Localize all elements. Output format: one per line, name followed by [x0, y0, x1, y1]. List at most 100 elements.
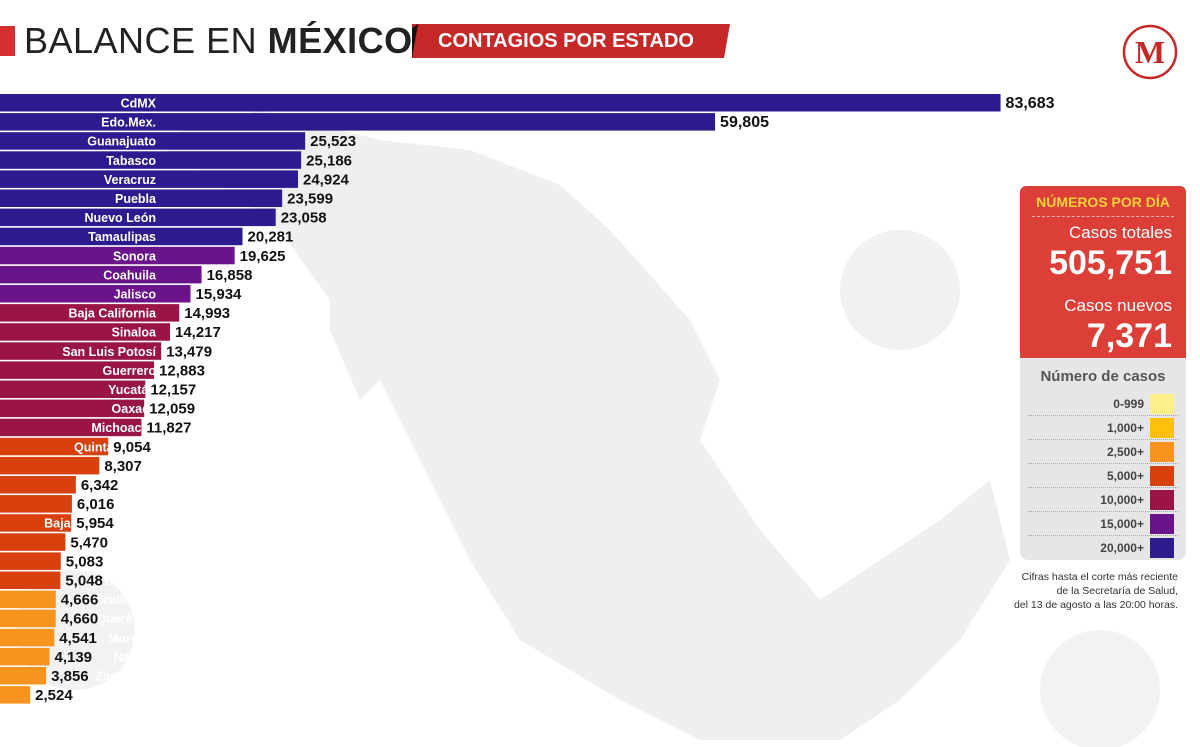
category-label: Guanajuato	[87, 135, 156, 149]
bar-2	[0, 132, 306, 150]
legend-swatch	[1150, 514, 1174, 534]
milenio-logo-icon: M	[1122, 24, 1178, 80]
legend-swatch	[1150, 466, 1174, 486]
bar-12	[0, 323, 170, 341]
bar-8	[0, 246, 235, 265]
subtitle-banner: CONTAGIOS POR ESTADO	[412, 24, 730, 58]
value-label: 59,805	[720, 114, 769, 131]
legend-label: 2,500+	[1106, 445, 1144, 459]
bar-3	[0, 151, 302, 169]
bar-26	[0, 590, 56, 609]
subtitle-banner-shape	[412, 24, 730, 58]
bar-5	[0, 189, 283, 207]
category-label: Tamaulipas	[88, 230, 156, 244]
legend-separator	[1028, 463, 1178, 464]
legend-swatch	[1150, 538, 1174, 558]
category-label: Zacatecas	[96, 670, 157, 684]
bar-1	[0, 113, 716, 131]
value-label: 12,157	[150, 382, 196, 399]
legend-swatch	[1150, 394, 1174, 414]
category-label: Puebla	[115, 192, 157, 206]
title-bold: MÉXICO	[267, 20, 413, 61]
category-label: Veracruz	[104, 173, 156, 187]
legend-item: 0-999	[1113, 394, 1174, 414]
legend-item: 5,000+	[1107, 466, 1174, 486]
bar-15	[0, 380, 146, 398]
category-label: Sonora	[113, 249, 157, 263]
value-label: 12,883	[159, 362, 205, 379]
bar-19	[0, 456, 100, 475]
bar-9	[0, 265, 202, 284]
legend-label: 5,000+	[1106, 469, 1144, 483]
header-accent-bar	[0, 26, 15, 56]
bar-11	[0, 304, 180, 322]
category-label: San Luis Potosí	[62, 345, 156, 359]
daily-numbers-panel: NÚMEROS POR DÍA Casos totales 505,751 Ca…	[1020, 186, 1186, 560]
bar-7	[0, 227, 243, 246]
category-label: Coahuila	[103, 268, 157, 282]
value-label: 9,054	[113, 439, 151, 456]
value-label: 8,307	[104, 458, 142, 475]
value-label: 2,524	[35, 687, 73, 704]
value-label: 15,934	[196, 286, 243, 303]
total-cases-value: 505,751	[1049, 244, 1172, 282]
legend-item: 20,000+	[1100, 538, 1174, 558]
value-label: 20,281	[247, 229, 293, 246]
footnote-line-2: de la Secretaría de Salud,	[1056, 585, 1178, 597]
value-label: 14,217	[175, 324, 221, 341]
value-label: 25,523	[310, 133, 356, 150]
category-label: Nayarit	[114, 650, 157, 664]
bar-24	[0, 552, 61, 570]
value-label: 4,541	[59, 630, 97, 647]
bar-18	[0, 437, 109, 456]
category-label: Colima	[114, 689, 157, 703]
value-label: 12,059	[149, 401, 195, 418]
daily-panel-title: NÚMEROS POR DÍA	[1036, 194, 1170, 210]
subtitle-text: CONTAGIOS POR ESTADO	[438, 30, 694, 52]
value-label: 23,058	[281, 210, 327, 227]
bar-31	[0, 686, 31, 704]
total-cases-label: Casos totales	[1069, 223, 1172, 242]
category-label: Michoacán	[91, 421, 156, 435]
legend-panel: Número de casos 0-999 1,000+ 2,500+ 5,000+ 1…	[1020, 358, 1186, 560]
value-label: 5,083	[66, 553, 104, 570]
value-label: 5,954	[76, 515, 114, 532]
bar-22	[0, 514, 72, 532]
category-label: Tlaxcala	[107, 536, 157, 550]
value-label: 11,827	[146, 420, 191, 437]
legend-separator	[1028, 535, 1178, 536]
category-label: Chihuahua	[91, 479, 157, 493]
legend-swatch	[1150, 418, 1174, 438]
category-label: Aguascalientes	[64, 593, 156, 607]
bar-27	[0, 609, 56, 628]
bar-0	[0, 94, 1001, 112]
bar-6	[0, 208, 276, 227]
value-label: 6,342	[81, 477, 119, 494]
category-label: Campeche	[93, 555, 156, 569]
category-label: Sinaloa	[112, 326, 158, 340]
legend-separator	[1028, 487, 1178, 488]
footnote-line-1: Cifras hasta el corte más reciente	[1021, 571, 1178, 583]
legend-title: Número de casos	[1040, 368, 1166, 385]
value-label: 4,139	[54, 649, 92, 666]
category-label: Hidalgo	[110, 459, 156, 473]
legend-label: 0-999	[1113, 397, 1144, 411]
legend-swatch	[1150, 490, 1174, 510]
bar-25	[0, 571, 61, 589]
legend-item: 1,000+	[1107, 418, 1174, 438]
value-label: 24,924	[303, 171, 350, 188]
bar-14	[0, 361, 155, 379]
value-label: 25,186	[306, 152, 352, 169]
legend-item: 2,500+	[1107, 442, 1174, 462]
value-label: 4,666	[61, 592, 99, 609]
footnote: Cifras hasta el corte más reciente de la…	[1014, 570, 1178, 612]
bar-23	[0, 533, 66, 551]
category-label: CdMX	[121, 97, 157, 111]
category-label: Baja California Sur	[44, 517, 156, 531]
value-label: 13,479	[166, 343, 212, 360]
value-label: 5,470	[70, 534, 108, 551]
legend-label: 20,000+	[1100, 541, 1144, 555]
bar-10	[0, 285, 191, 303]
category-label: Tabasco	[106, 154, 156, 168]
bar-13	[0, 342, 162, 360]
